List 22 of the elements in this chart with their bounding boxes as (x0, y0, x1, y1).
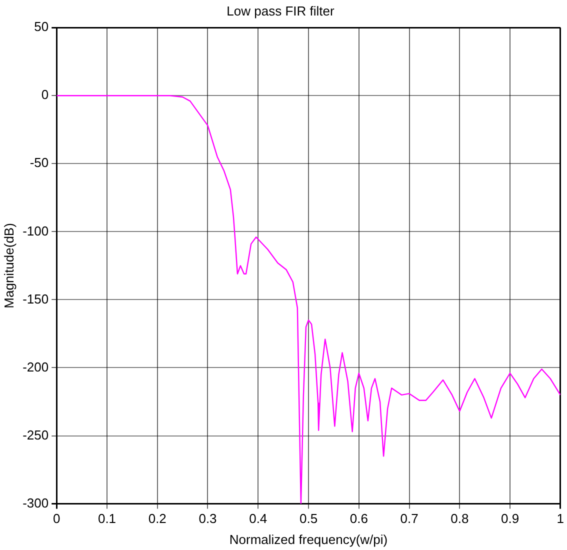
y-axis-title: Magnitude(dB) (1, 223, 16, 308)
x-tick-label: 1 (556, 511, 564, 526)
x-tick-label: 0.1 (98, 511, 116, 526)
chart-title: Low pass FIR filter (226, 3, 335, 18)
x-tick-label: 0 (53, 511, 60, 526)
y-tick-label: -300 (22, 495, 49, 510)
y-tick-label: -250 (22, 427, 49, 442)
x-tick-label: 0.3 (198, 511, 217, 526)
x-axis-title: Normalized frequency(w/pi) (229, 532, 388, 547)
y-tick-label: -200 (22, 359, 49, 374)
y-tick-label: -100 (22, 223, 49, 238)
y-tick-label: -50 (30, 155, 49, 170)
x-tick-label: 0.4 (249, 511, 268, 526)
x-tick-label: 0.6 (350, 511, 368, 526)
x-tick-label: 0.8 (450, 511, 469, 526)
x-tick-label: 0.5 (299, 511, 318, 526)
x-tick-label: 0.2 (148, 511, 166, 526)
x-tick-label: 0.7 (400, 511, 418, 526)
y-tick-label: 50 (34, 19, 49, 34)
y-tick-label: 0 (41, 87, 49, 102)
y-tick-label: -150 (22, 291, 49, 306)
x-tick-label: 0.9 (500, 511, 520, 526)
